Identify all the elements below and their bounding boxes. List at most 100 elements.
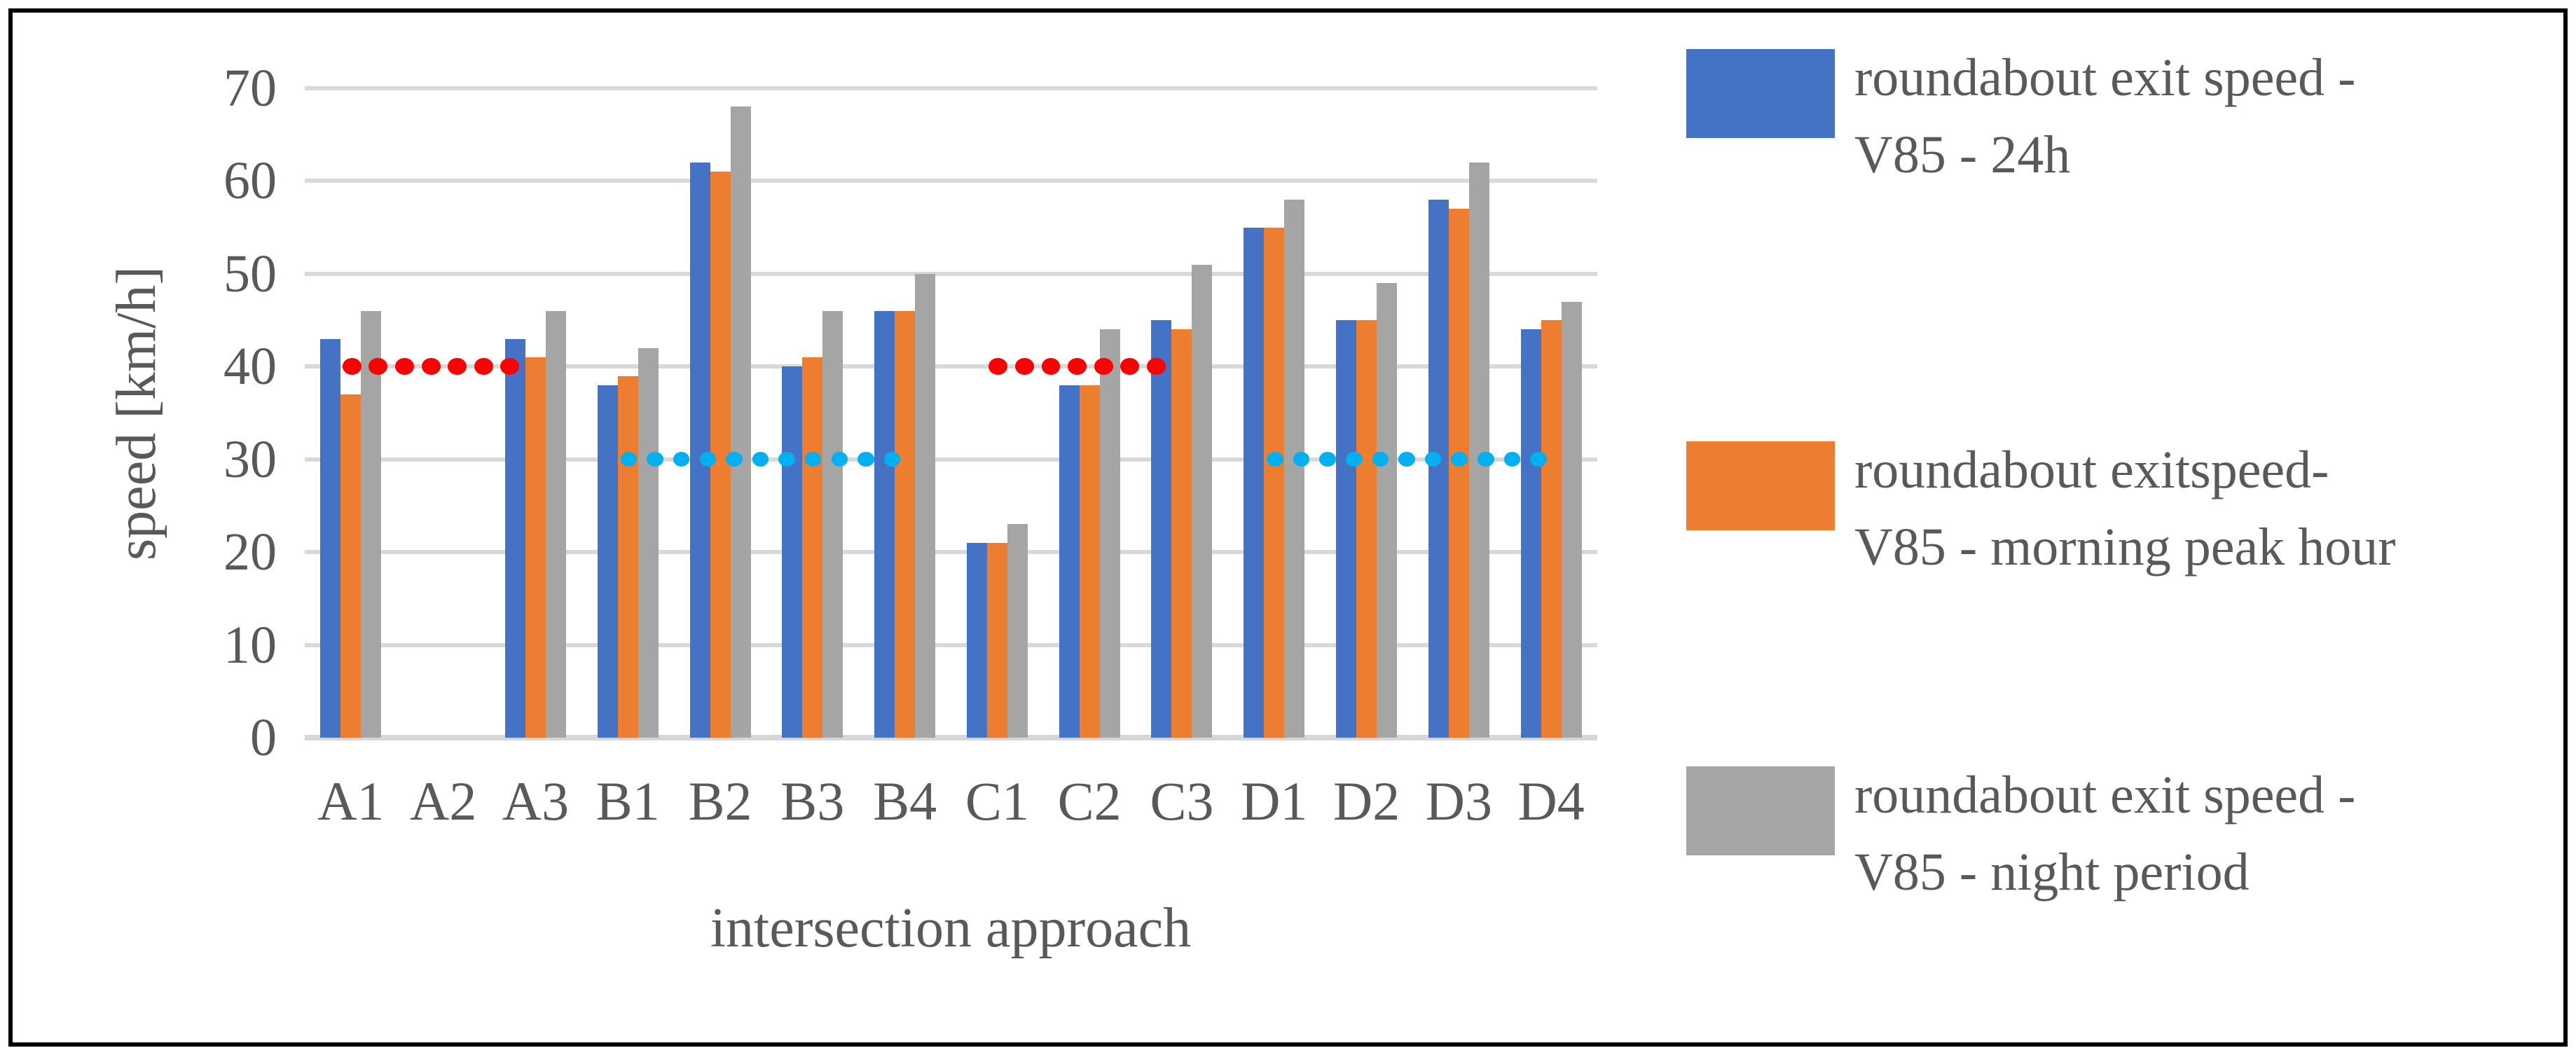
bar-C3-series2: [1192, 264, 1213, 738]
dotted-limit-line-40-C-dot: [1120, 358, 1140, 375]
x-tick-label-B1: B1: [595, 771, 660, 832]
bar-B3-series2: [822, 310, 843, 738]
legend-label-24h: roundabout exit speed - V85 - 24h: [1854, 48, 2356, 185]
x-tick-label-D3: D3: [1425, 771, 1492, 832]
gridline-20: [305, 550, 1597, 555]
dotted-limit-line-40-A-dot: [448, 358, 467, 375]
bar-C2-series2: [1099, 329, 1120, 738]
x-tick-label-D4: D4: [1517, 771, 1585, 832]
bar-B1-series2: [638, 347, 659, 738]
gridline-60: [305, 179, 1597, 184]
dotted-limit-line-40-C-dot: [989, 358, 1008, 375]
legend-entry-night-period: roundabout exit speed - V85 - night peri…: [1686, 757, 2355, 911]
dotted-limit-line-30-B-dot: [726, 452, 743, 467]
bar-D2-series1: [1356, 320, 1377, 738]
legend-swatch-morning-peak: [1686, 441, 1835, 530]
x-axis-line: [305, 735, 1597, 740]
bar-C3-series0: [1151, 320, 1172, 738]
y-tick-label-0: 0: [250, 708, 277, 767]
dotted-limit-line-30-D-dot: [1424, 452, 1442, 467]
dotted-limit-line-40-A-dot: [369, 358, 388, 375]
dotted-limit-line-30-D-dot: [1398, 452, 1415, 467]
dotted-limit-line-30-B-dot: [673, 452, 690, 467]
legend-swatch-24h: [1686, 49, 1835, 138]
legend-entry-morning-peak: roundabout exitspeed- V85 - morning peak…: [1686, 432, 2396, 586]
x-tick-label-B4: B4: [873, 771, 937, 832]
bar-B1-series1: [617, 375, 638, 738]
dotted-limit-line-30-D-dot: [1503, 452, 1521, 467]
bar-B3-series1: [802, 357, 823, 738]
legend-label-night-period: roundabout exit speed - V85 - night peri…: [1854, 766, 2356, 902]
dotted-limit-line-40-C-dot: [1041, 358, 1061, 375]
bar-D3-series1: [1448, 209, 1469, 738]
bar-D2-series2: [1377, 283, 1398, 738]
y-tick-label-70: 70: [223, 59, 277, 118]
dotted-limit-line-40-A-dot: [474, 358, 493, 375]
bar-B4-series0: [874, 310, 895, 738]
dotted-limit-line-30-D-dot: [1530, 452, 1547, 467]
bar-D1-series2: [1284, 199, 1305, 738]
dotted-limit-line-30-B-dot: [752, 452, 769, 467]
x-tick-label-A1: A1: [317, 771, 385, 832]
dotted-limit-line-30-D-dot: [1478, 452, 1494, 467]
bar-B4-series2: [915, 273, 936, 738]
dotted-limit-line-30-B-dot: [699, 452, 717, 467]
dotted-limit-line-40-C-dot: [1014, 358, 1034, 375]
bar-A3-series0: [504, 338, 525, 738]
bar-C1-series0: [966, 542, 987, 738]
y-tick-label-60: 60: [223, 151, 277, 211]
dotted-limit-line-40-C-dot: [1146, 358, 1166, 375]
x-tick-label-C2: C2: [1057, 771, 1122, 832]
bar-C1-series1: [986, 542, 1007, 738]
dotted-limit-line-30-B-dot: [883, 452, 901, 467]
figure-border: [8, 8, 2568, 1047]
y-tick-label-50: 50: [223, 244, 277, 303]
bar-D1-series1: [1264, 227, 1285, 738]
bar-D2-series0: [1336, 320, 1357, 738]
x-tick-label-D2: D2: [1332, 771, 1400, 832]
x-tick-label-D1: D1: [1241, 771, 1308, 832]
bar-D4-series0: [1520, 329, 1541, 738]
dotted-limit-line-30-D-dot: [1451, 452, 1468, 467]
bar-B2-series2: [730, 106, 751, 738]
bar-A3-series2: [545, 310, 566, 738]
bar-C3-series1: [1171, 329, 1192, 738]
x-tick-label-B3: B3: [780, 771, 845, 832]
gridline-70: [305, 86, 1597, 90]
bar-B4-series1: [895, 310, 916, 738]
bar-D4-series1: [1541, 320, 1562, 738]
dotted-limit-line-30-B-dot: [804, 452, 822, 467]
x-tick-label-C3: C3: [1150, 771, 1214, 832]
dotted-limit-line-30-D-dot: [1293, 452, 1310, 467]
bar-B2-series0: [689, 162, 710, 738]
gridline-30: [305, 457, 1597, 462]
dotted-limit-line-30-B-dot: [778, 452, 795, 467]
legend-label-morning-peak: roundabout exitspeed- V85 - morning peak…: [1854, 441, 2396, 577]
dotted-limit-line-30-B-dot: [857, 452, 874, 467]
bar-D4-series2: [1561, 301, 1582, 738]
dotted-limit-line-30-B-dot: [647, 452, 663, 467]
y-tick-label-30: 30: [223, 429, 277, 489]
bar-B3-series0: [782, 366, 803, 738]
bar-C2-series0: [1059, 385, 1080, 738]
bar-C1-series2: [1007, 524, 1028, 738]
x-tick-label-B2: B2: [688, 771, 752, 832]
gridline-10: [305, 642, 1597, 647]
x-axis-title: intersection approach: [710, 897, 1192, 959]
legend: roundabout exit speed - V85 - 24h rounda…: [1686, 0, 2555, 1055]
dotted-limit-line-30-B-dot: [831, 452, 848, 467]
y-tick-label-10: 10: [223, 615, 277, 675]
dotted-limit-line-40-C-dot: [1094, 358, 1113, 375]
bar-D3-series0: [1428, 199, 1449, 738]
bar-B1-series0: [597, 385, 618, 738]
dotted-limit-line-30-D-dot: [1372, 452, 1389, 467]
dotted-limit-line-40-A-dot: [395, 358, 414, 375]
x-tick-label-A2: A2: [410, 771, 477, 832]
dotted-limit-line-40-A-dot: [342, 358, 361, 375]
bar-D1-series0: [1244, 227, 1265, 738]
legend-swatch-night-period: [1686, 766, 1835, 855]
y-axis-title: speed [km/h]: [106, 266, 167, 560]
dotted-limit-line-30-D-dot: [1319, 452, 1336, 467]
gridline-50: [305, 271, 1597, 276]
x-tick-label-A3: A3: [502, 771, 570, 832]
